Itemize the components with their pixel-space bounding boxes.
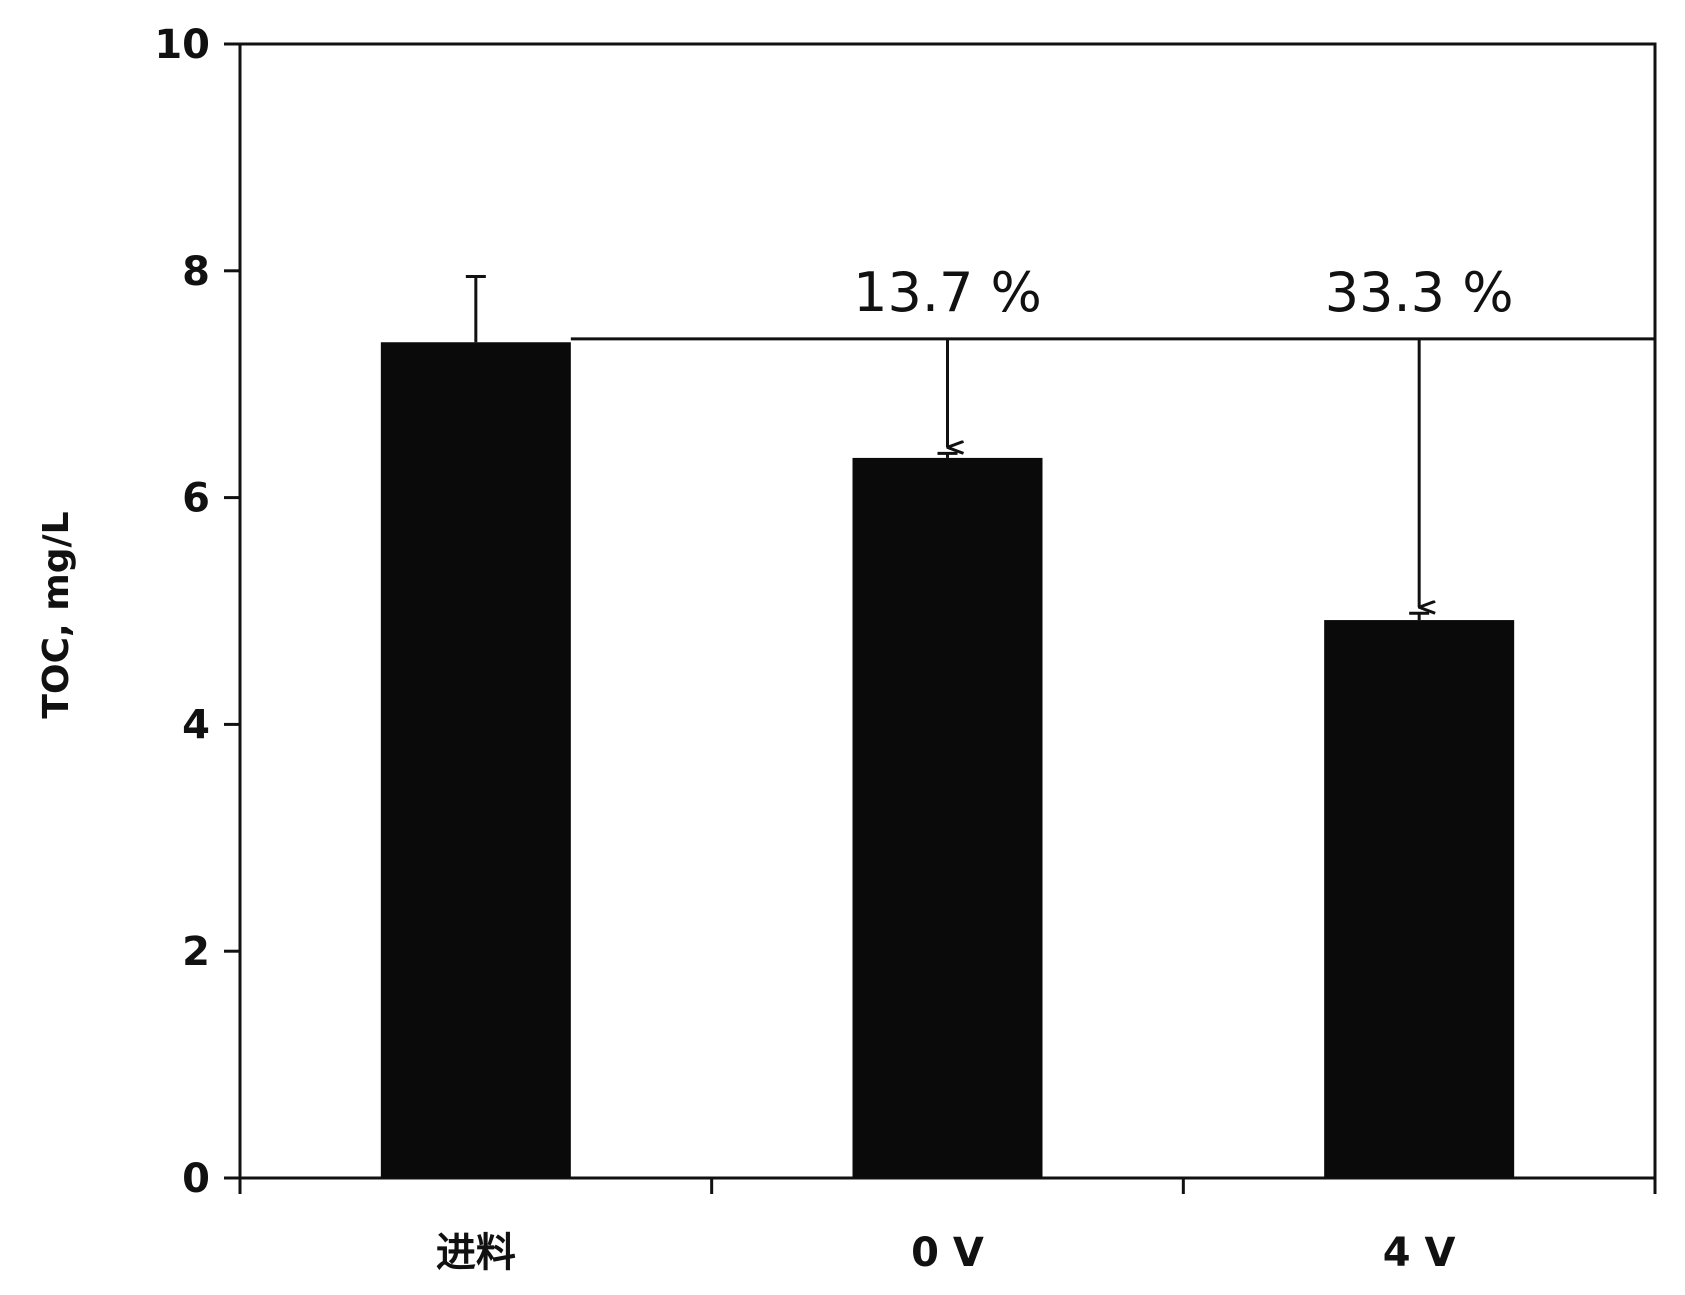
bar [380,342,571,1178]
x-category-label: 0 V [911,1230,984,1276]
error-bar [937,451,958,458]
reduction-annotation: 13.7 % [853,261,1042,448]
reduction-label: 13.7 % [853,261,1042,324]
y-axis-label: TOC, mg/L [36,511,77,718]
y-tick-label: 4 [182,702,210,748]
y-tick-label: 8 [182,249,210,295]
reduction-annotation: 33.3 % [1325,261,1514,607]
y-tick-label: 0 [182,1156,210,1202]
bars [380,342,1515,1178]
annotations: 13.7 % 33.3 % [570,261,1655,607]
x-axis: 进料 0 V 4 V [238,1178,1657,1276]
error-bar [465,274,486,343]
x-category-label: 进料 [436,1230,516,1276]
bar [852,457,1043,1178]
y-tick-label: 2 [182,929,210,975]
y-tick-label: 10 [154,22,210,68]
y-tick-label: 6 [182,476,210,522]
bar [1324,620,1515,1178]
error-bar [1409,611,1430,621]
x-category-label: 4 V [1383,1230,1456,1276]
reduction-label: 33.3 % [1325,261,1514,324]
error-bars [465,274,1430,621]
y-axis: 0 2 4 6 8 10 [154,22,240,1202]
